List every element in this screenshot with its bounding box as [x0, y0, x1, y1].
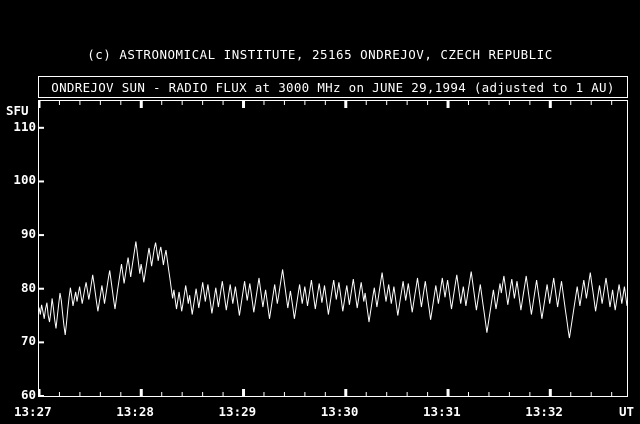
x-axis-unit-label: UT [618, 404, 634, 419]
y-tick-label: 100 [13, 172, 36, 188]
axis-ticks [39, 101, 613, 396]
x-tick-label: 13:29 [218, 404, 257, 419]
flux-line-chart [39, 101, 627, 396]
chart-title-box: ONDREJOV SUN - RADIO FLUX at 3000 MHz on… [38, 76, 628, 98]
x-tick-label: 13:28 [116, 404, 154, 419]
y-tick-label: 70 [20, 333, 36, 349]
flux-trace-line [39, 241, 627, 339]
x-tick-label: 13:31 [423, 404, 461, 419]
credit-line: (c) ASTRONOMICAL INSTITUTE, 25165 ONDREJ… [87, 47, 553, 62]
x-tick-label: 13:32 [525, 404, 563, 419]
y-tick-label: 110 [13, 118, 36, 134]
y-tick-label: 90 [20, 226, 36, 242]
x-tick-label: 13:30 [320, 404, 359, 419]
page-title: ONDREJOV SUN - RADIO FLUX at 3000 MHz on… [51, 79, 615, 95]
x-tick-label: 13:27 [14, 404, 52, 419]
y-axis-unit-label: SFU [6, 103, 29, 118]
y-tick-label: 80 [20, 279, 36, 295]
y-tick-label: 60 [20, 387, 36, 402]
plot-area [38, 100, 628, 397]
